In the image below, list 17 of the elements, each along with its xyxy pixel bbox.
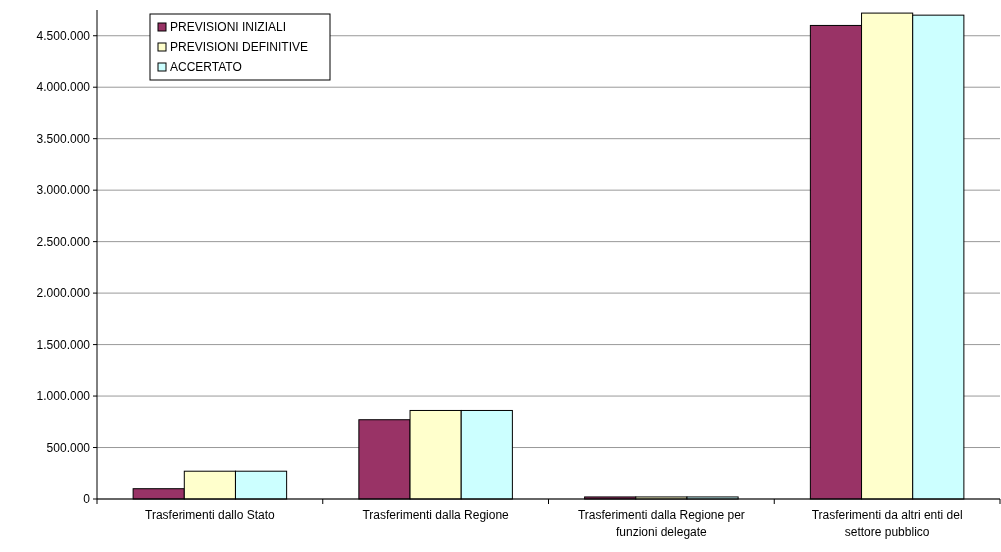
x-tick-label: Trasferimenti dalla Regione per funzioni delegate [577,508,745,539]
y-tick-label: 4.000.000 [36,80,91,95]
legend-label: PREVISIONI INIZIALI [170,20,287,35]
y-tick-label: 2.500.000 [36,234,91,249]
y-tick-label: 1.500.000 [36,337,91,352]
x-tick-label: Trasferimenti dallo Stato [145,508,276,522]
y-tick-label: 2.000.000 [36,286,91,301]
x-tick-label: Trasferimenti da altri enti del settore pubblico [811,508,963,539]
legend-label: PREVISIONI DEFINITIVE [170,40,309,55]
y-tick-label: 500.000 [46,440,91,455]
x-tick-label: Trasferimenti dalla Regione [362,508,510,522]
y-tick-label: 4.500.000 [36,28,91,43]
y-tick-label: 3.000.000 [36,183,91,198]
y-tick-label: 3.500.000 [36,131,91,146]
y-tick-label: 0 [83,492,91,507]
y-tick-label: 1.000.000 [36,389,91,404]
legend-label: ACCERTATO [170,60,242,75]
